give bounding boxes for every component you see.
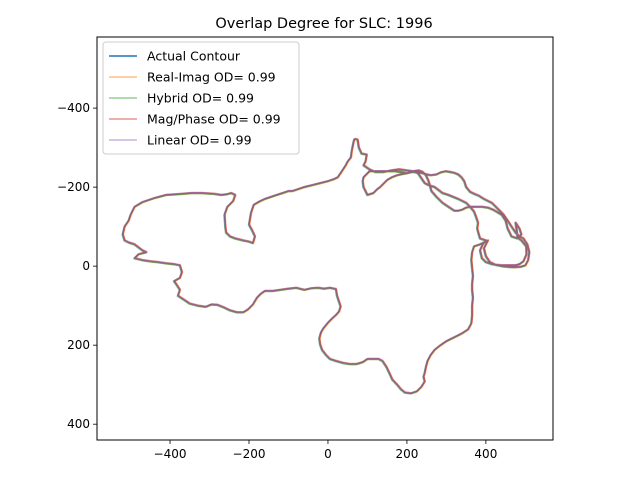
x-tick-label: 0 bbox=[324, 447, 332, 461]
y-axis: −400 −200 0 200 400 bbox=[57, 101, 97, 431]
x-tick-label: −400 bbox=[154, 447, 187, 461]
y-tick-label: −200 bbox=[57, 180, 90, 194]
x-tick-label: −200 bbox=[233, 447, 266, 461]
y-tick-label: 400 bbox=[67, 417, 90, 431]
chart-title: Overlap Degree for SLC: 1996 bbox=[215, 16, 432, 32]
axes-frame bbox=[96, 36, 554, 441]
x-axis: −400 −200 0 200 400 bbox=[154, 440, 497, 461]
x-tick-label: 200 bbox=[395, 447, 418, 461]
legend-box bbox=[102, 41, 300, 155]
legend-label: Hybrid OD= 0.99 bbox=[147, 91, 254, 106]
y-tick-label: 0 bbox=[82, 259, 90, 273]
y-tick-label: −400 bbox=[57, 101, 90, 115]
legend-label: Actual Contour bbox=[147, 49, 241, 64]
y-tick-label: 200 bbox=[67, 338, 90, 352]
legend-label: Mag/Phase OD= 0.99 bbox=[147, 112, 281, 127]
legend-label: Real-Imag OD= 0.99 bbox=[147, 70, 276, 85]
x-tick-label: 400 bbox=[474, 447, 497, 461]
series-layer bbox=[121, 137, 531, 395]
series-line-5 bbox=[121, 137, 530, 394]
legend-label: Linear OD= 0.99 bbox=[147, 133, 252, 148]
legend: Actual Contour Real-Imag OD= 0.99 Hybrid O… bbox=[102, 41, 300, 155]
